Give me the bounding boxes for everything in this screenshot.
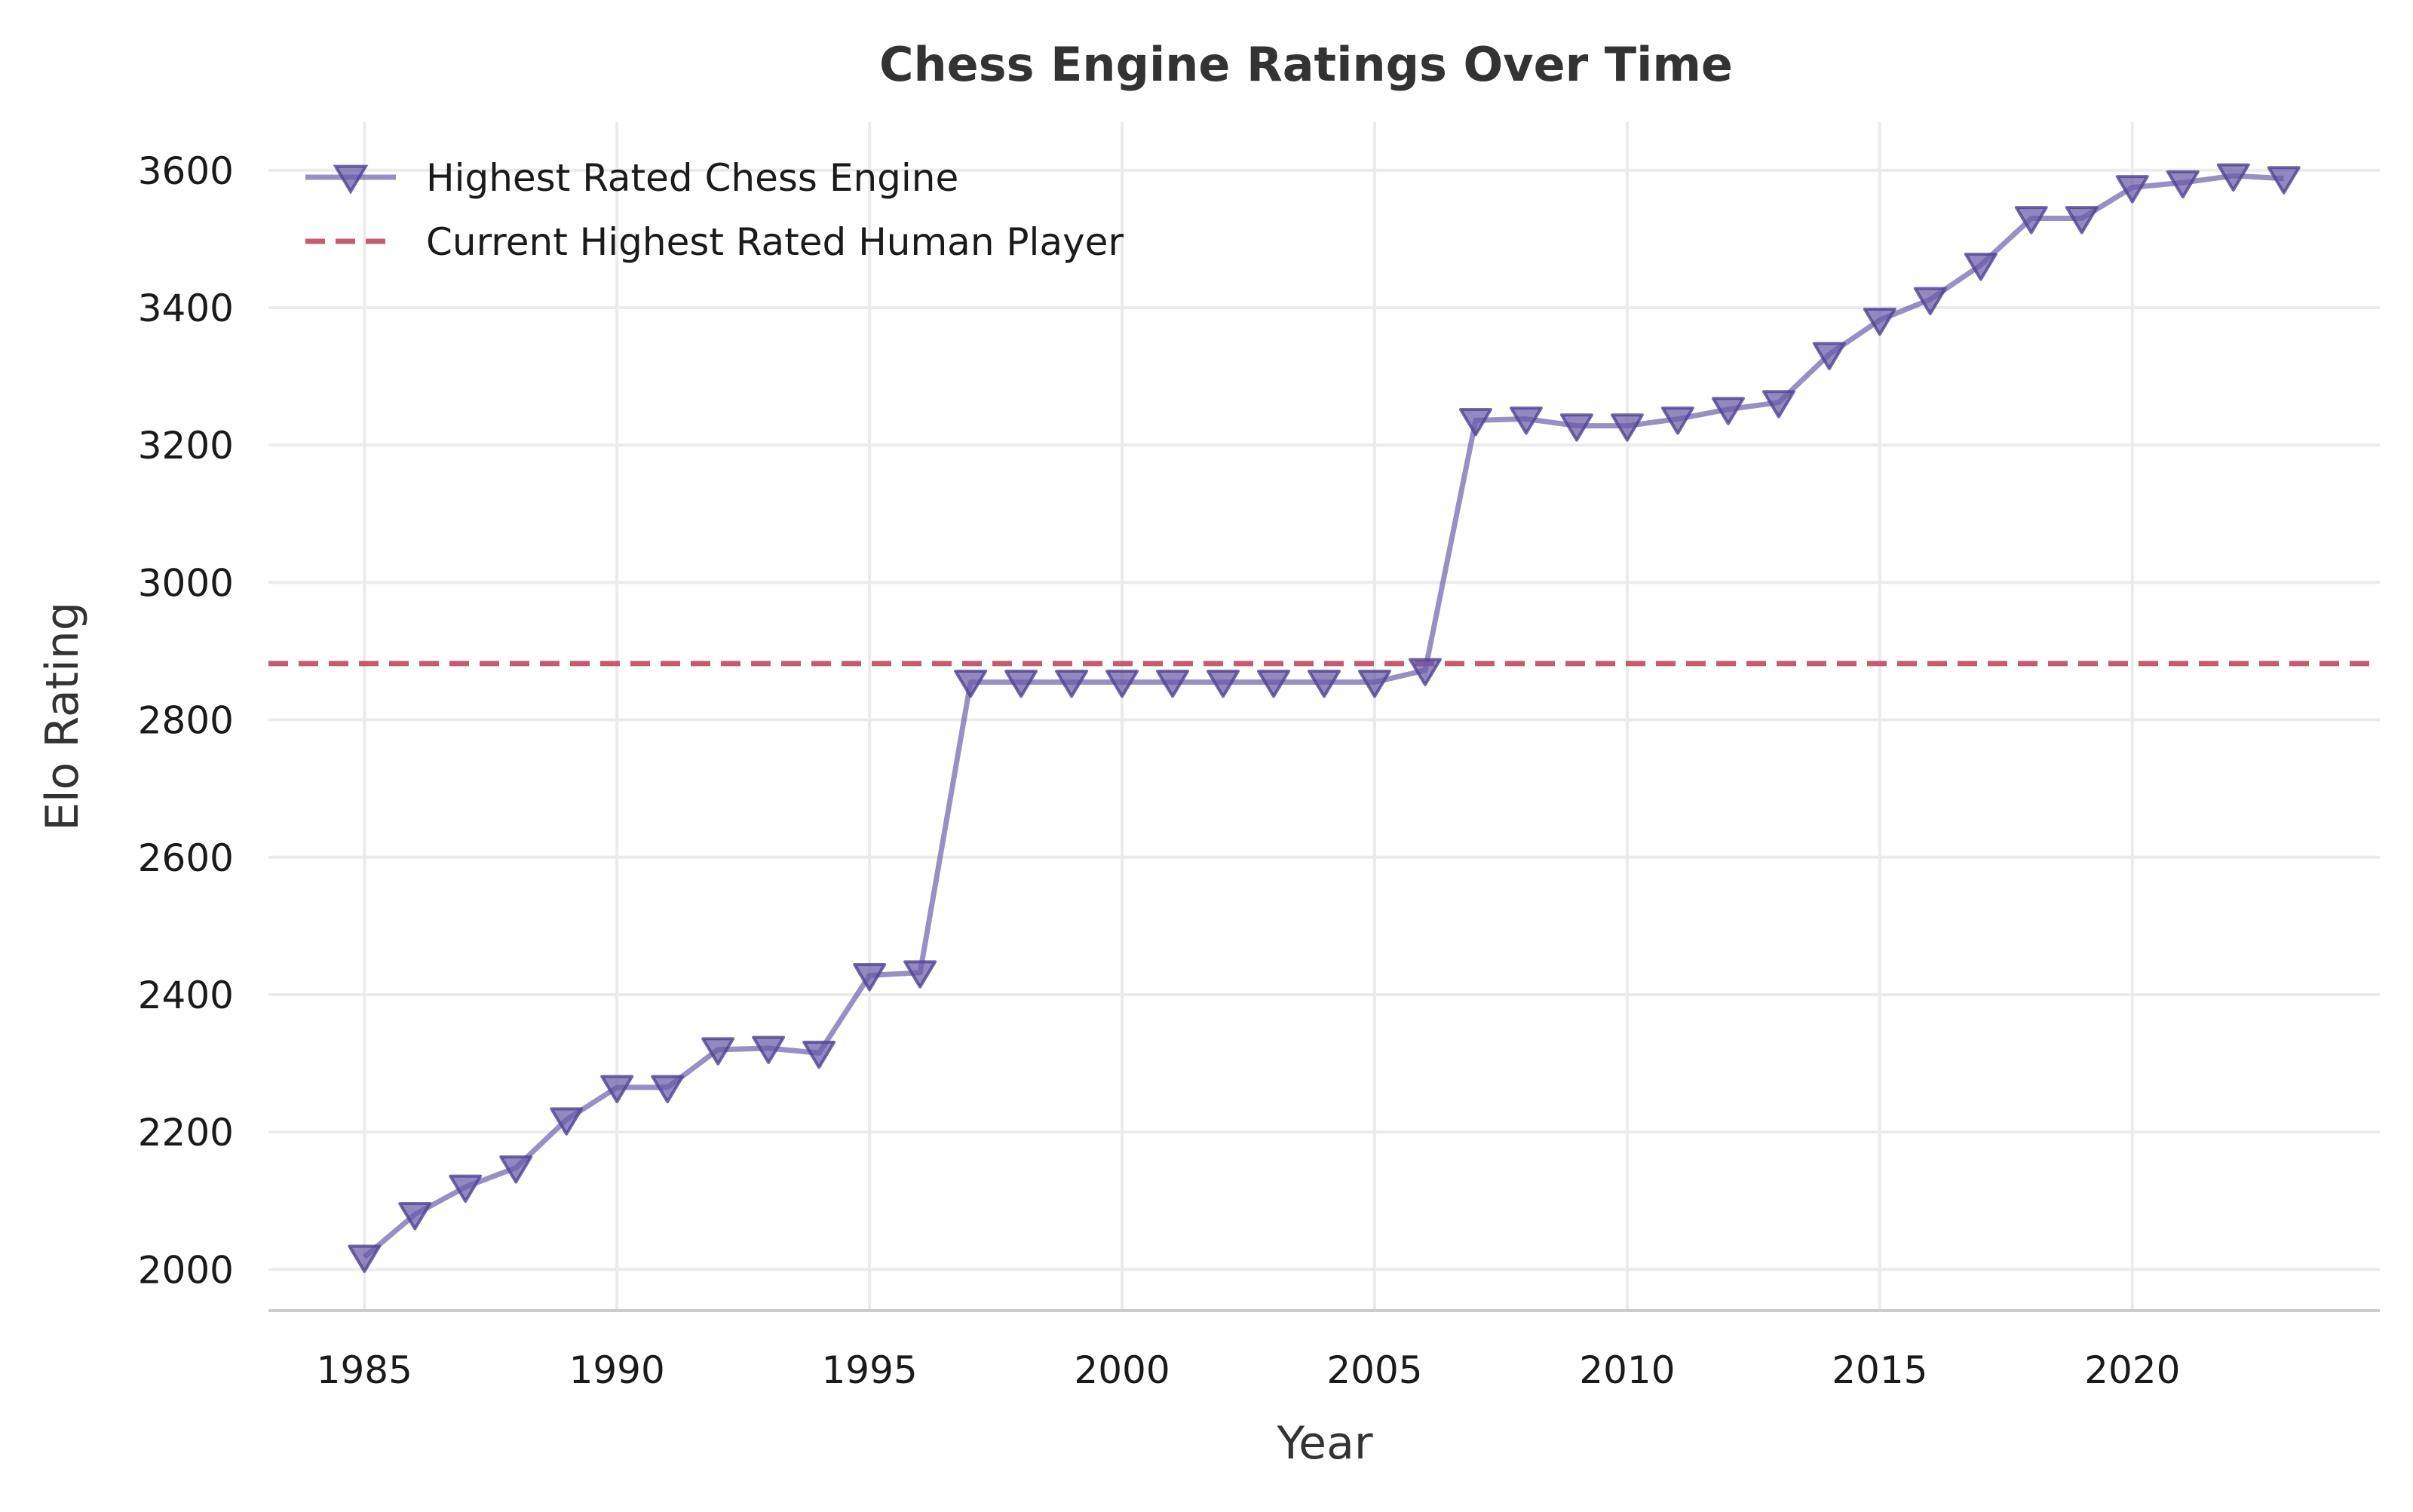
engine-rating-point	[1812, 342, 1846, 370]
engine-rating-point	[1863, 307, 1896, 336]
engine-rating-point	[954, 670, 988, 698]
engine-rating-point	[2014, 206, 2048, 235]
x-tick-label: 2015	[1832, 1348, 1927, 1392]
y-tick-label: 3200	[138, 424, 234, 468]
grid-layer	[268, 122, 2380, 1311]
engine-rating-point	[2267, 166, 2301, 195]
y-tick-label: 2200	[138, 1111, 234, 1155]
engine-rating-point	[1206, 670, 1240, 698]
legend-human-label: Current Highest Rated Human Player	[426, 220, 1124, 264]
y-tick-label: 3000	[138, 561, 234, 605]
engine-rating-point	[550, 1107, 584, 1136]
engine-rating-point	[1610, 413, 1644, 442]
y-tick-label: 3600	[138, 149, 234, 193]
engine-rating-point	[1559, 413, 1593, 442]
engine-rating-point	[1308, 670, 1341, 698]
engine-rating-point	[752, 1035, 786, 1065]
engine-rating-point	[398, 1202, 432, 1231]
engine-rating-point	[1105, 670, 1139, 698]
chart-title: Chess Engine Ratings Over Time	[879, 37, 1733, 92]
y-tick-label: 2800	[138, 699, 234, 743]
engine-rating-point	[2065, 206, 2099, 235]
y-axis-label: Elo Rating	[36, 602, 89, 831]
x-tick-label: 1995	[822, 1348, 918, 1392]
engine-rating-point	[1458, 407, 1492, 437]
engine-rating-point	[1964, 253, 1998, 281]
engine-rating-point	[1408, 658, 1442, 686]
engine-rating-point	[1357, 670, 1391, 698]
y-tick-label: 2600	[138, 836, 234, 880]
legend: Highest Rated Chess Engine Current Highes…	[305, 156, 1124, 264]
engine-rating-point	[2216, 163, 2250, 192]
x-tick-label: 1985	[317, 1348, 412, 1392]
engine-rating-point	[449, 1174, 483, 1204]
engine-rating-point	[1055, 670, 1089, 698]
engine-rating-point	[1913, 287, 1947, 316]
x-tick-label: 2005	[1326, 1348, 1422, 1392]
engine-rating-point	[853, 963, 887, 992]
engine-rating-point	[1711, 397, 1745, 425]
x-tick-label: 2020	[2084, 1348, 2180, 1392]
x-tick-label: 1990	[569, 1348, 665, 1392]
engine-rating-point	[1509, 406, 1543, 435]
engine-rating-point	[348, 1244, 382, 1273]
engine-rating-point	[1257, 670, 1291, 698]
engine-rating-point	[802, 1040, 836, 1069]
engine-rating-point	[2166, 170, 2200, 199]
engine-rating-point	[651, 1075, 685, 1103]
series-layer	[268, 163, 2380, 1273]
x-axis-label: Year	[1276, 1417, 1372, 1470]
engine-rating-point	[1660, 406, 1694, 435]
engine-rating-point	[499, 1155, 533, 1184]
legend-engine-marker	[333, 164, 369, 195]
engine-rating-point	[1156, 670, 1190, 698]
y-tick-label: 2400	[138, 974, 234, 1017]
axis-layer: 1985 1990 1995 2000 2005 2010 2015 2020 2000 2200…	[138, 149, 2380, 1392]
y-tick-label: 3400	[138, 287, 234, 330]
engine-rating-point	[600, 1075, 634, 1103]
legend-engine-label: Highest Rated Chess Engine	[426, 156, 958, 200]
engine-rating-point	[903, 960, 937, 989]
engine-rating-point	[1761, 390, 1795, 419]
x-tick-label: 2010	[1579, 1348, 1675, 1392]
engine-rating-line	[363, 173, 2284, 1259]
x-tick-label: 2000	[1074, 1348, 1170, 1392]
engine-rating-point	[2115, 175, 2149, 204]
y-tick-label: 2000	[138, 1248, 234, 1292]
engine-rating-point	[701, 1037, 735, 1066]
engine-rating-point	[1004, 670, 1038, 698]
